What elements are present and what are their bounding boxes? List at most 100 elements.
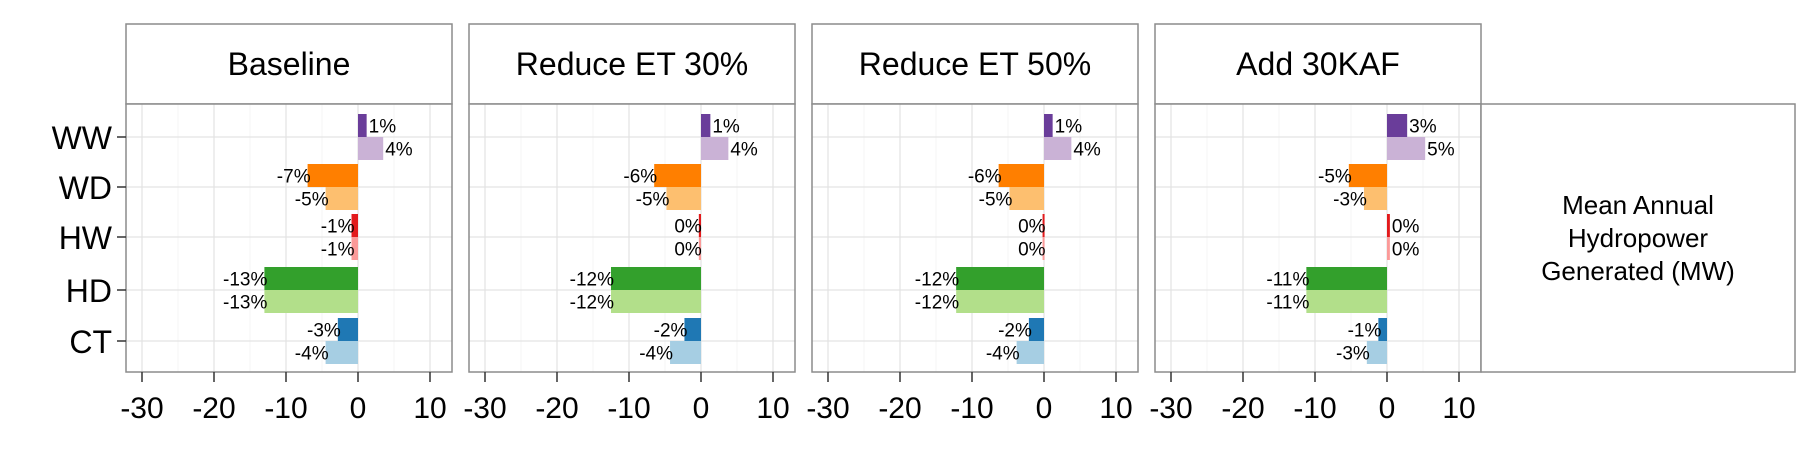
data-label: 0% [1018, 240, 1046, 261]
data-label: -5% [295, 190, 329, 211]
x-tick-label: -30 [120, 392, 163, 425]
plot-background [469, 104, 795, 372]
y-tick-label-hd: HD [66, 273, 112, 309]
data-label: 0% [1392, 217, 1420, 238]
panel-3: Reduce ET 50%1%4%-6%-5%0%0%-12%-12%-2%-4… [806, 23, 1139, 425]
data-label: -12% [570, 270, 614, 291]
data-label: -4% [295, 344, 329, 365]
data-label: -7% [277, 167, 311, 188]
bar-hd-b [264, 290, 358, 313]
panel-title: Add 30KAF [1236, 46, 1400, 82]
bar-ct-a [684, 318, 701, 341]
bar-ww-b [1387, 137, 1426, 160]
data-label: 1% [369, 117, 397, 138]
data-label: 0% [1018, 217, 1046, 238]
data-label: 0% [674, 240, 702, 261]
bar-ct-a [337, 318, 358, 341]
bar-hd-a [1306, 267, 1387, 290]
y-tick-label-ct: CT [69, 324, 112, 360]
bar-hw-b [351, 237, 358, 260]
bar-wd-b [666, 187, 701, 210]
panel-border [125, 103, 453, 373]
panel-title: Reduce ET 50% [859, 46, 1091, 82]
side-label-line: Hydropower [1568, 223, 1709, 253]
data-label: -6% [968, 167, 1002, 188]
data-label: -4% [986, 344, 1020, 365]
plot-background [126, 104, 452, 372]
data-label: -2% [654, 321, 688, 342]
data-label: -2% [998, 321, 1032, 342]
data-label: -5% [979, 190, 1013, 211]
side-label-line: Mean Annual [1562, 190, 1714, 220]
data-label: -6% [623, 167, 657, 188]
data-label: -12% [915, 270, 959, 291]
data-label: -1% [1348, 321, 1382, 342]
x-tick-label: -10 [1293, 392, 1336, 425]
data-label: -13% [223, 270, 267, 291]
bar-ww-a [1044, 114, 1053, 137]
data-label: -12% [915, 293, 959, 314]
x-tick-label: 0 [693, 392, 710, 425]
panel-border [468, 103, 796, 373]
panel-2: Reduce ET 30%1%4%-6%-5%0%0%-12%-12%-2%-4… [463, 23, 796, 425]
x-tick-label: 0 [1036, 392, 1053, 425]
bar-ct-b [1366, 341, 1387, 364]
bar-ct-b [325, 341, 358, 364]
plot-background [1155, 104, 1481, 372]
bar-ct-b [1016, 341, 1044, 364]
data-label: 0% [1392, 240, 1420, 261]
x-tick-label: 10 [1099, 392, 1132, 425]
bar-ww-b [701, 137, 729, 160]
bar-wd-a [307, 164, 358, 187]
data-label: -3% [1336, 344, 1370, 365]
bar-hd-b [956, 290, 1044, 313]
bar-wd-a [654, 164, 701, 187]
bar-hw-b [1387, 237, 1390, 260]
data-label: -4% [639, 344, 673, 365]
side-label-box [1480, 103, 1796, 373]
data-label: -11% [1266, 293, 1309, 314]
data-label: -12% [570, 293, 614, 314]
x-tick-label: 0 [1379, 392, 1396, 425]
panel-1: Baseline 1%4% -7%-5% -1%-1% -13%-13% -3%-4% -3… [120, 23, 453, 425]
data-label: 1% [712, 117, 740, 138]
x-tick-label: -10 [950, 392, 993, 425]
panel-title: Baseline [228, 46, 351, 82]
panel-title: Reduce ET 30% [516, 46, 748, 82]
data-label: 3% [1409, 117, 1437, 138]
bar-hd-a [956, 267, 1044, 290]
y-tick-label-hw: HW [59, 220, 113, 256]
data-label: 5% [1427, 140, 1455, 161]
bar-wd-a [1348, 164, 1387, 187]
x-tick-label: -30 [1149, 392, 1192, 425]
bar-hd-b [611, 290, 701, 313]
data-label: 4% [385, 140, 413, 161]
bar-hw-b [1042, 237, 1045, 260]
bar-wd-a [998, 164, 1044, 187]
panel-strip [125, 23, 453, 105]
x-tick-label: -10 [607, 392, 650, 425]
data-label: 0% [674, 217, 702, 238]
bar-wd-b [325, 187, 358, 210]
data-label: -5% [1318, 167, 1352, 188]
data-label: 1% [1055, 117, 1083, 138]
bar-hw-b [698, 237, 701, 260]
bar-hw-a [351, 214, 358, 237]
data-label: -11% [1266, 270, 1309, 291]
data-label: -1% [321, 240, 355, 261]
x-tick-label: 10 [413, 392, 446, 425]
data-label: 4% [730, 140, 758, 161]
bar-ww-a [1387, 114, 1408, 137]
data-label: -3% [1333, 190, 1367, 211]
bar-hd-a [611, 267, 701, 290]
data-label: 4% [1073, 140, 1101, 161]
panel-strip [468, 23, 796, 105]
bar-ww-a [701, 114, 711, 137]
side-label-line: Generated (MW) [1541, 256, 1735, 286]
bar-ct-a [1378, 318, 1387, 341]
data-label: -3% [307, 321, 341, 342]
y-tick-label-ww: WW [52, 120, 113, 156]
x-tick-label: -20 [1221, 392, 1264, 425]
bar-hd-b [1306, 290, 1387, 313]
